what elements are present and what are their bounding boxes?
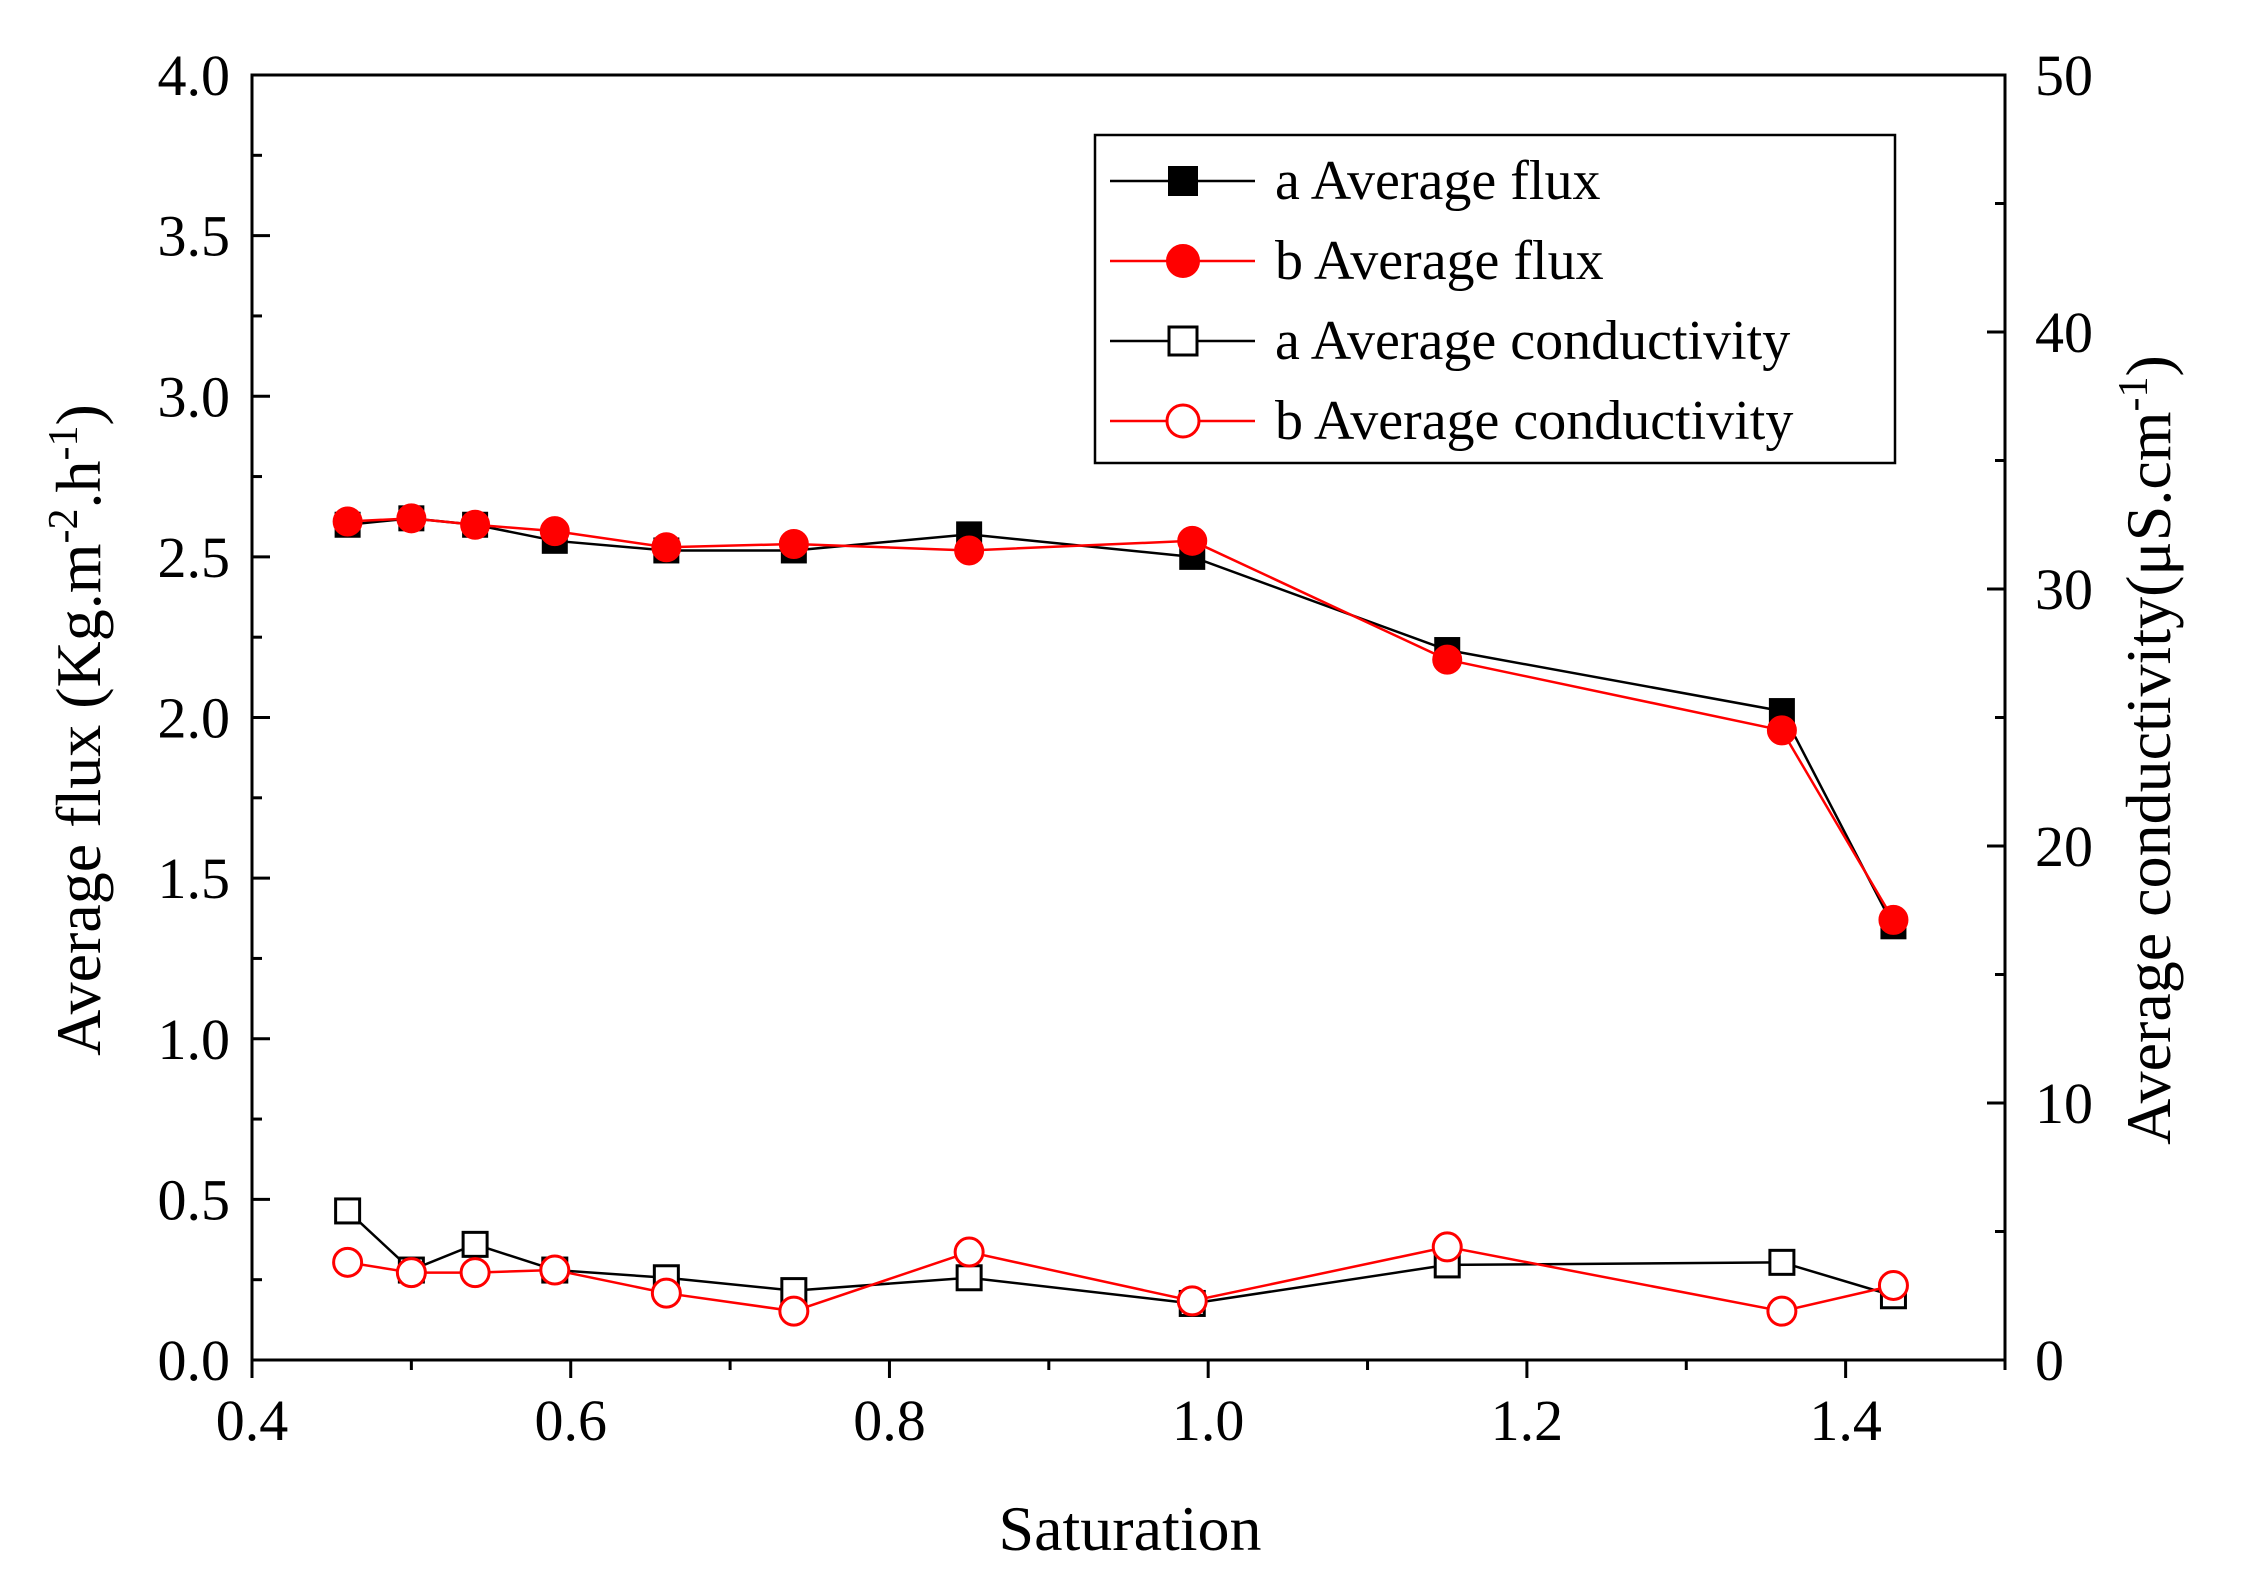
legend-label: b Average flux <box>1275 230 1604 292</box>
y-left-tick-label: 3.5 <box>158 204 231 269</box>
legend-marker <box>1165 403 1201 439</box>
y-right-title-suffix: ) <box>2113 355 2184 376</box>
legend-entry-3: a Average conductivity <box>1110 310 1790 372</box>
y-left-tick-label: 1.5 <box>158 846 231 911</box>
axes-layer: 0.4 0.6 0.8 1.0 1.2 1.4 0.0 0.5 1.0 1.5 2.0 2.5 3.0 3… <box>158 43 2094 1453</box>
x-tick-label: 0.4 <box>216 1388 289 1453</box>
legend-label: a Average conductivity <box>1275 310 1790 372</box>
y-right-tick-label: 30 <box>2035 557 2093 622</box>
data-point <box>1766 1295 1798 1327</box>
series-layer <box>332 503 1909 1327</box>
data-point <box>651 532 682 563</box>
legend-entry-2: b Average flux <box>1110 230 1604 292</box>
data-point <box>650 1277 682 1309</box>
series-line <box>347 517 1895 927</box>
data-point <box>459 1257 491 1289</box>
data-point <box>539 516 570 547</box>
series-3 <box>334 1197 1907 1317</box>
legend-box <box>1093 133 1897 465</box>
series-1 <box>334 505 1907 940</box>
y-left-title-prefix: Average flux (Kg.m <box>43 543 114 1055</box>
y-left-tick-label: 0.5 <box>158 1167 231 1232</box>
legend-entry-1: a Average flux <box>1110 150 1600 212</box>
x-tick-label: 1.4 <box>1809 1388 1882 1453</box>
y-right-tick-label: 0 <box>2035 1328 2064 1393</box>
x-tick-label: 1.0 <box>1172 1388 1245 1453</box>
x-tick-label: 1.2 <box>1491 1388 1564 1453</box>
y-left-tick-label: 2.0 <box>158 686 231 751</box>
legend-marker <box>1167 325 1199 357</box>
data-point <box>953 1236 985 1268</box>
data-point <box>1432 644 1463 675</box>
y-right-tick-label: 40 <box>2035 300 2093 365</box>
data-point <box>396 503 427 534</box>
data-point <box>460 509 491 540</box>
data-point <box>955 1264 983 1292</box>
legend-marker <box>1168 166 1198 196</box>
series-line <box>347 517 1895 921</box>
legend: a Average flux b Average flux a Average co… <box>1093 133 1897 465</box>
y-left-axis-title: Average flux (Kg.m-2.h-1) <box>41 404 114 1056</box>
legend-label: b Average conductivity <box>1275 390 1793 452</box>
y-left-tick-label: 0.0 <box>158 1328 231 1393</box>
series-line <box>346 1210 1894 1305</box>
series-line <box>347 1245 1894 1313</box>
x-axis-title: Saturation <box>998 1493 1261 1564</box>
series-4 <box>332 1231 1909 1327</box>
data-point <box>395 1257 427 1289</box>
data-point <box>332 506 363 537</box>
y-left-title-suffix: ) <box>43 404 114 425</box>
x-tick-label: 0.8 <box>853 1388 926 1453</box>
y-left-title-sup2: -1 <box>41 425 87 460</box>
legend-marker <box>1166 244 1200 278</box>
series-2 <box>332 503 1909 935</box>
y-right-tick-label: 20 <box>2035 814 2093 879</box>
y-right-axis-title: Average conductivity(μS.cm-1) <box>2111 355 2184 1145</box>
data-point <box>1877 1269 1909 1301</box>
y-left-tick-label: 1.0 <box>158 1007 231 1072</box>
y-right-tick-label: 10 <box>2035 1071 2093 1136</box>
data-point <box>1878 904 1909 935</box>
data-point <box>1768 1248 1796 1276</box>
y-left-title-mid: .h <box>43 460 114 508</box>
y-left-title-sup1: -2 <box>41 508 87 543</box>
y-left-tick-label: 2.5 <box>158 525 231 590</box>
data-point <box>954 535 985 566</box>
data-point <box>778 529 809 560</box>
data-point <box>1431 1231 1463 1263</box>
y-right-title-sup: -1 <box>2111 376 2157 411</box>
x-tick-label: 0.6 <box>534 1388 607 1453</box>
y-left-tick-label: 3.0 <box>158 364 231 429</box>
data-point <box>461 1230 489 1258</box>
legend-entry-4: b Average conductivity <box>1110 390 1793 452</box>
data-point <box>332 1246 364 1278</box>
data-point <box>1766 715 1797 746</box>
data-point <box>778 1295 810 1327</box>
data-point <box>1177 525 1208 556</box>
data-point <box>334 1197 362 1225</box>
data-point <box>1176 1285 1208 1317</box>
y-right-title-prefix: Average conductivity(μS.cm <box>2113 411 2184 1144</box>
y-left-tick-label: 4.0 <box>158 43 231 108</box>
legend-label: a Average flux <box>1275 150 1600 212</box>
data-point <box>539 1254 571 1286</box>
y-right-tick-label: 50 <box>2035 43 2093 108</box>
